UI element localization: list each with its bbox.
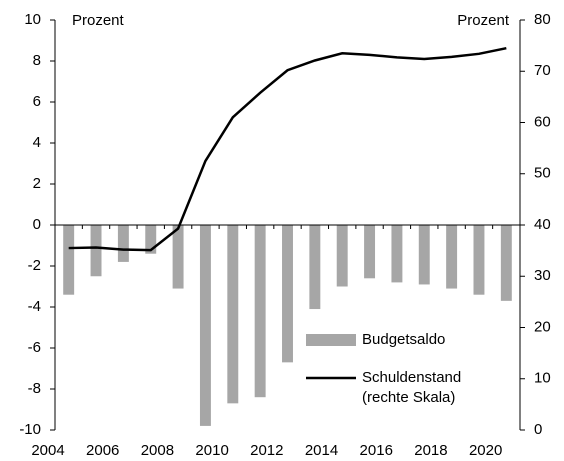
bar <box>199 225 211 426</box>
y2-tick-label: 50 <box>534 165 551 182</box>
bar <box>391 225 403 283</box>
y2-tick-label: 10 <box>534 370 551 387</box>
x-tick-label: 2012 <box>250 442 283 459</box>
x-tick-label: 2004 <box>31 442 64 459</box>
legend-swatch <box>306 334 356 346</box>
y2-tick-label: 70 <box>534 62 551 79</box>
bar <box>145 225 157 254</box>
y-tick-label: -6 <box>28 339 41 356</box>
x-tick-label: 2006 <box>86 442 119 459</box>
y2-tick-label: 0 <box>534 421 542 438</box>
bar <box>309 225 321 310</box>
y2-axis-label: Prozent <box>457 12 510 29</box>
y2-tick-label: 60 <box>534 113 551 130</box>
bar <box>227 225 239 404</box>
y-tick-label: -4 <box>28 298 41 315</box>
y2-tick-label: 80 <box>534 11 551 28</box>
bar <box>336 225 348 287</box>
bar <box>500 225 512 301</box>
y2-tick-label: 40 <box>534 216 551 233</box>
bar <box>282 225 293 363</box>
y-tick-label: -10 <box>19 421 41 438</box>
y-tick-label: 10 <box>24 11 41 28</box>
bar <box>172 225 184 289</box>
bar <box>418 225 430 285</box>
y-tick-label: -2 <box>28 257 41 274</box>
y-tick-label: 2 <box>33 175 41 192</box>
y-tick-label: -8 <box>28 380 41 397</box>
bar <box>90 225 102 277</box>
bar <box>364 225 376 279</box>
y2-tick-label: 30 <box>534 267 551 284</box>
y-tick-label: 8 <box>33 52 41 69</box>
x-tick-label: 2008 <box>141 442 174 459</box>
legend-label: Schuldenstand (rechte Skala) <box>362 369 462 406</box>
bar <box>117 225 129 262</box>
bar <box>446 225 458 289</box>
bar <box>63 225 75 295</box>
line <box>68 46 507 252</box>
x-tick-label: 2018 <box>414 442 447 459</box>
bar <box>473 225 485 295</box>
bar <box>254 225 266 398</box>
legend-label: Budgetsaldo <box>362 331 446 348</box>
x-tick-label: 2016 <box>360 442 393 459</box>
x-tick-label: 2014 <box>305 442 338 459</box>
y-axis-label: Prozent <box>72 12 125 29</box>
y-tick-label: 6 <box>33 93 41 110</box>
x-tick-label: 2020 <box>469 442 502 459</box>
y-tick-label: 4 <box>33 134 41 151</box>
y-tick-label: 0 <box>33 216 41 233</box>
y2-tick-label: 20 <box>534 318 551 335</box>
x-tick-label: 2010 <box>195 442 228 459</box>
